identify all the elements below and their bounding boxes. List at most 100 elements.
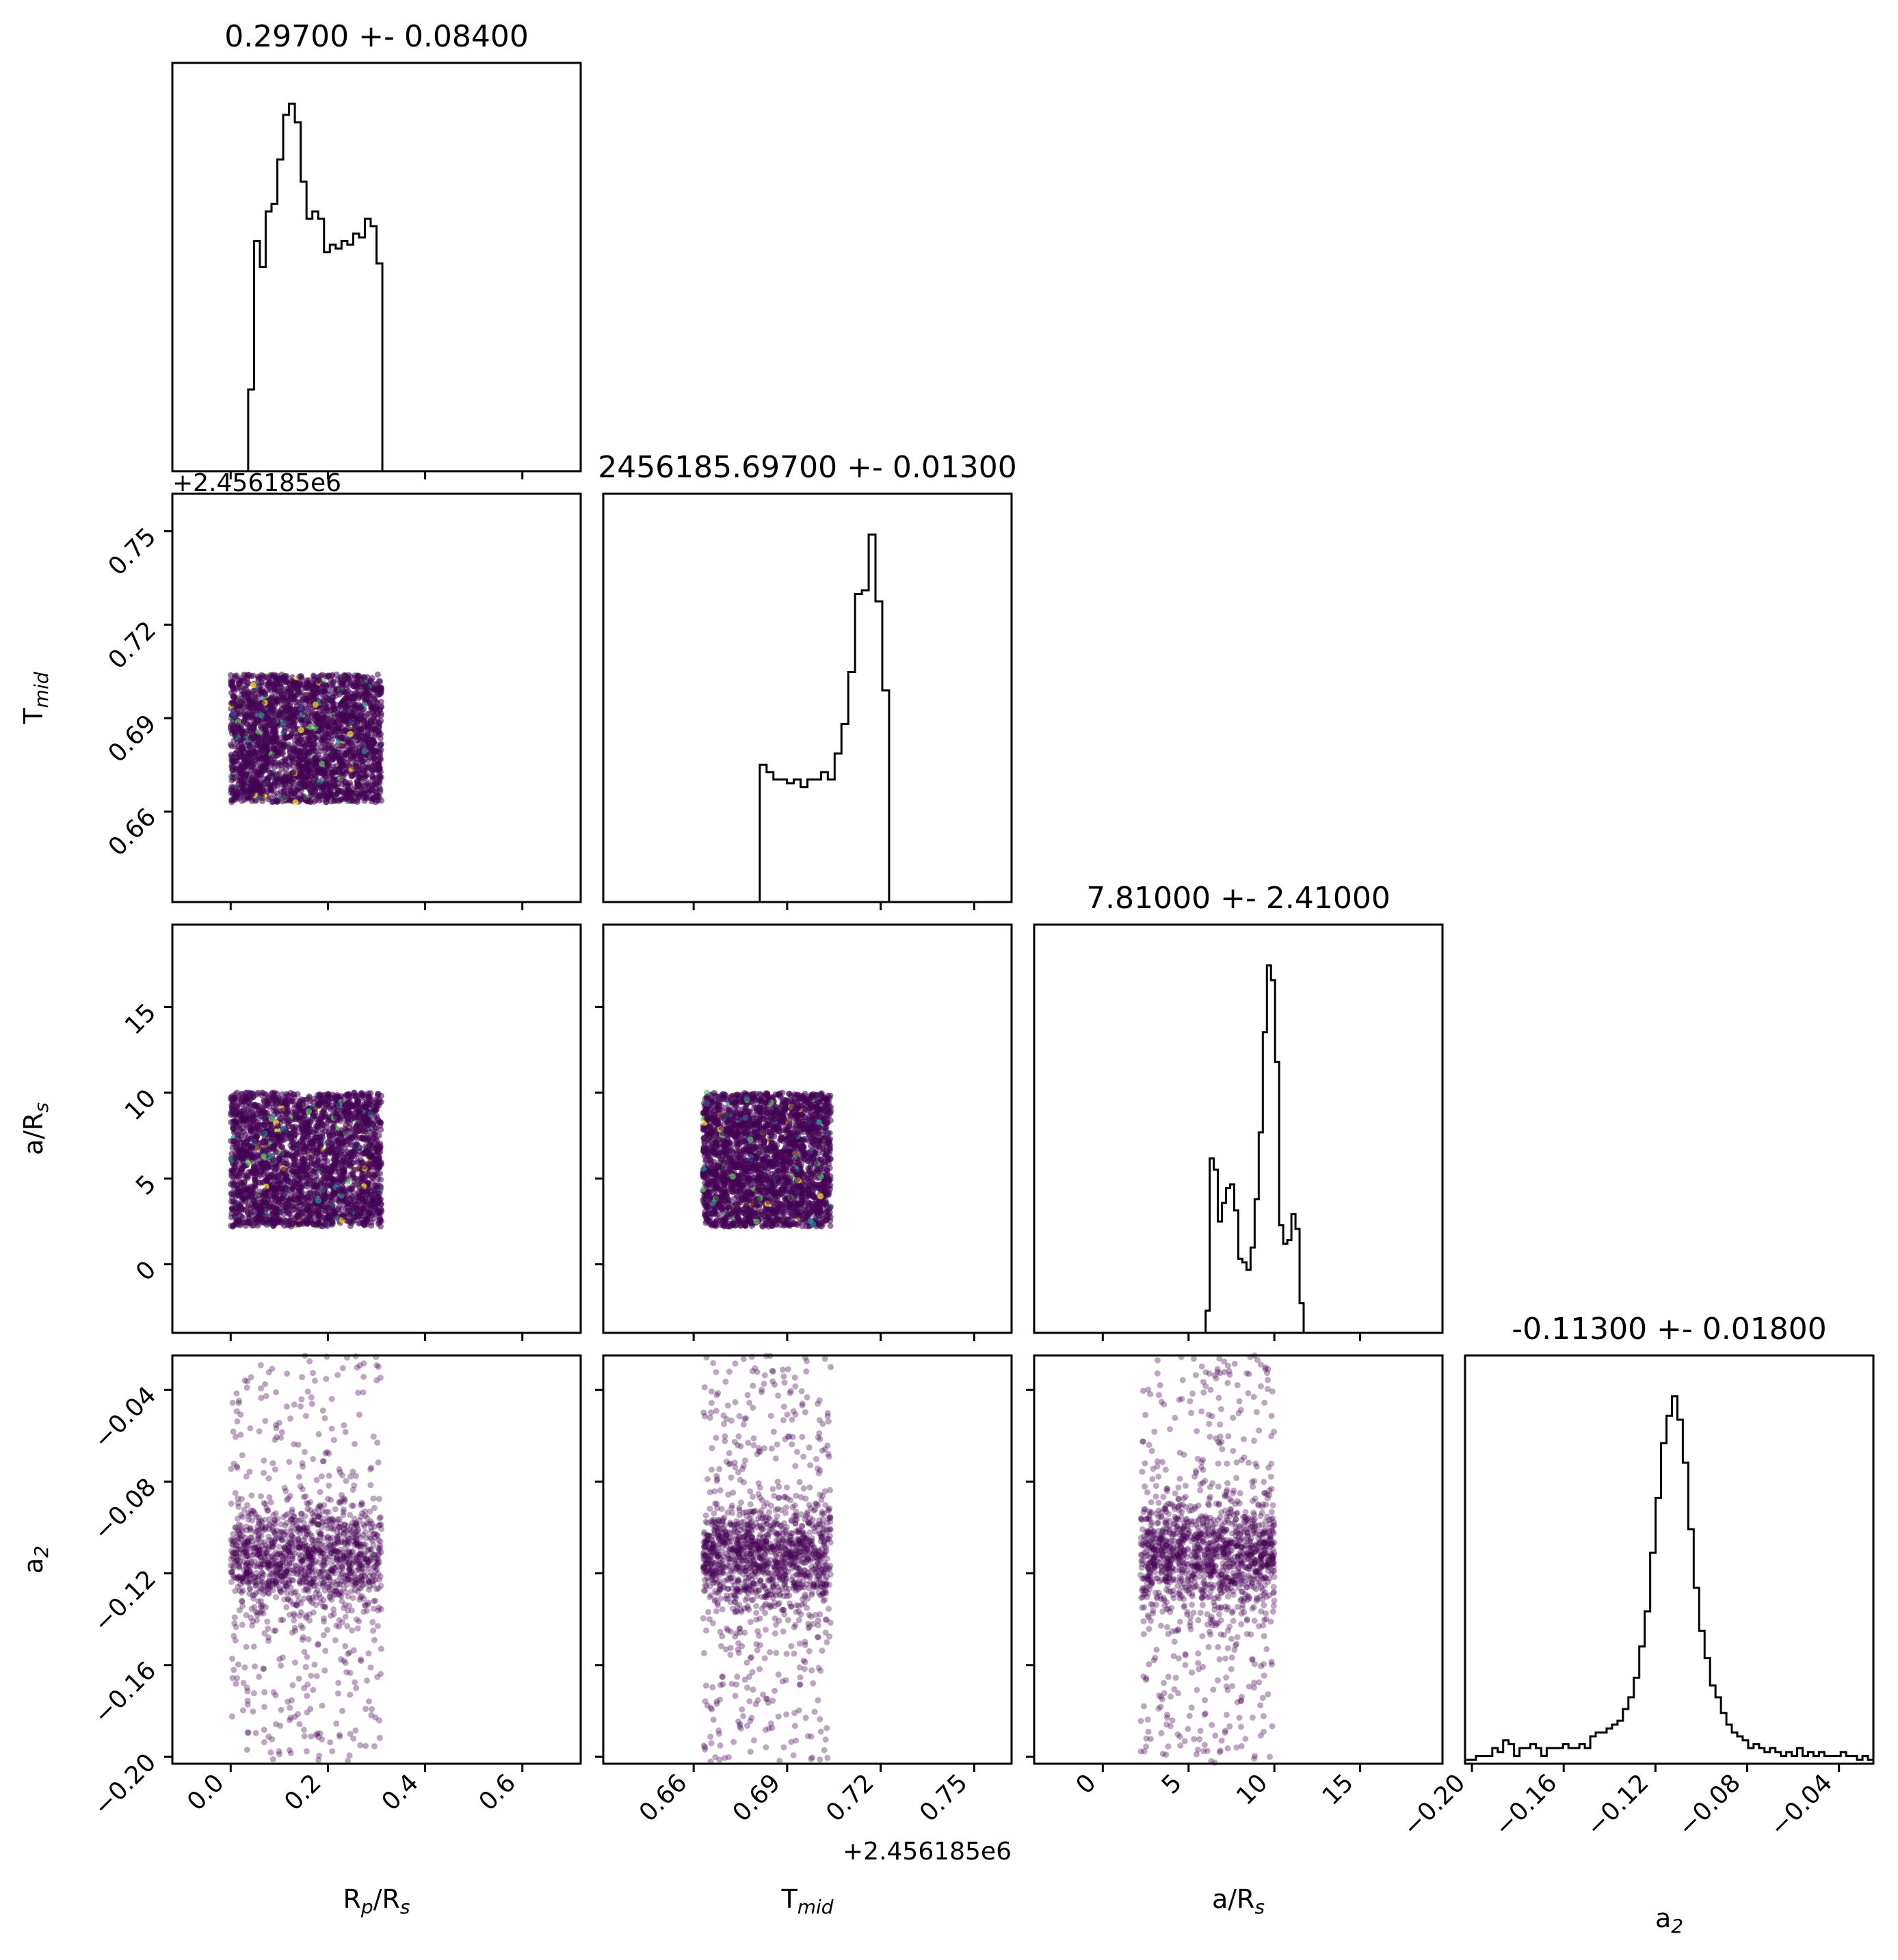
scatter-point: [373, 1137, 380, 1144]
scatter-point: [319, 681, 326, 688]
scatter-point: [316, 782, 323, 789]
scatter-point: [353, 1104, 360, 1111]
scatter-point: [365, 739, 371, 745]
scatter-point: [237, 703, 243, 710]
scatter-point: [305, 785, 312, 791]
scatter-point: [268, 1135, 275, 1142]
scatter-point: [369, 693, 376, 700]
scatter-point: [265, 796, 272, 803]
scatter-point: [228, 1198, 235, 1205]
scatter-point: [276, 680, 282, 687]
scatter-point: [318, 737, 325, 743]
scatter-point: [312, 1166, 319, 1173]
scatter-point: [291, 737, 298, 743]
scatter-point: [350, 696, 356, 702]
scatter-point: [378, 741, 384, 747]
scatter-point: [229, 683, 236, 690]
scatter-point: [348, 796, 355, 803]
scatter-point: [330, 700, 337, 707]
scatter-point: [270, 1204, 277, 1211]
scatter-point: [365, 744, 371, 751]
scatter-point: [274, 797, 280, 804]
scatter-point: [250, 1222, 257, 1229]
histogram-step-line: [603, 533, 1012, 903]
panel-title-rp: 0.29700 +- 0.08400: [224, 19, 529, 54]
scatter-point: [248, 1127, 254, 1134]
scatter-point: [375, 728, 382, 734]
scatter-point: [337, 711, 344, 718]
scatter-point: [291, 763, 298, 770]
scatter-point: [254, 1104, 261, 1111]
scatter-panel-tmid-vs-rp: [171, 492, 582, 903]
scatter-point: [367, 733, 373, 740]
scatter-point: [343, 1113, 350, 1120]
scatter-point: [326, 773, 333, 780]
scatter-point: [278, 714, 285, 721]
scatter-point: [345, 1188, 352, 1195]
scatter-point: [378, 747, 384, 754]
scatter-point: [239, 691, 246, 698]
scatter-point: [299, 698, 306, 704]
scatter-point: [326, 672, 332, 679]
scatter-point: [322, 730, 329, 736]
scatter-point: [345, 1200, 352, 1207]
scatter-point: [241, 1179, 248, 1186]
scatter-point: [298, 762, 304, 769]
scatter-point: [287, 1210, 293, 1217]
scatter-point: [305, 797, 312, 804]
scatter-point: [282, 1197, 289, 1204]
scatter-point: [365, 1122, 371, 1129]
scatter-point: [343, 682, 349, 689]
panel-title-ars: 7.81000 +- 2.41000: [1086, 881, 1390, 916]
scatter-point: [272, 707, 278, 714]
scatter-point: [272, 741, 279, 747]
scatter-point: [235, 1173, 241, 1180]
scatter-point: [378, 1176, 384, 1183]
scatter-point: [239, 728, 246, 734]
scatter-point: [272, 686, 279, 693]
scatter-point: [265, 674, 272, 680]
scatter-point: [374, 1093, 381, 1100]
scatter-point: [306, 1213, 313, 1219]
scatter-point: [297, 747, 304, 754]
scatter-point: [337, 771, 343, 778]
scatter-point: [282, 756, 289, 763]
scatter-point: [282, 734, 289, 741]
scatter-point: [278, 1178, 285, 1184]
scatter-point: [375, 710, 382, 717]
scatter-point: [315, 1197, 322, 1204]
histogram-step-line: [1465, 1395, 1873, 1761]
scatter-point: [267, 756, 274, 763]
scatter-point: [282, 708, 288, 715]
scatter-point: [334, 752, 341, 758]
scatter-point: [372, 1128, 379, 1135]
scatter-point: [369, 773, 376, 780]
scatter-point: [344, 1148, 351, 1155]
scatter-point: [252, 1216, 259, 1223]
scatter-point: [262, 1187, 269, 1194]
scatter-point: [347, 730, 354, 737]
scatter-point: [356, 794, 363, 801]
scatter-point: [304, 677, 311, 684]
scatter-point: [283, 778, 290, 784]
scatter-point: [298, 674, 305, 680]
scatter-point: [308, 744, 315, 751]
scatter-point: [298, 781, 305, 788]
scatter-point: [258, 741, 265, 747]
scatter-point: [348, 1135, 355, 1142]
scatter-point: [369, 1191, 375, 1197]
panel-frame: [602, 492, 1013, 903]
scatter-point: [340, 698, 347, 704]
scatter-point: [335, 789, 342, 795]
scatter-point: [357, 691, 363, 698]
scatter-point: [237, 1143, 243, 1150]
scatter-point: [371, 781, 378, 788]
scatter-point: [310, 1221, 317, 1228]
scatter-point: [270, 786, 277, 793]
scatter-point: [258, 689, 265, 696]
scatter-point: [291, 724, 298, 731]
scatter-point: [377, 786, 384, 793]
scatter-point: [333, 1094, 340, 1100]
scatter-point: [272, 732, 279, 739]
scatter-point: [324, 795, 331, 802]
